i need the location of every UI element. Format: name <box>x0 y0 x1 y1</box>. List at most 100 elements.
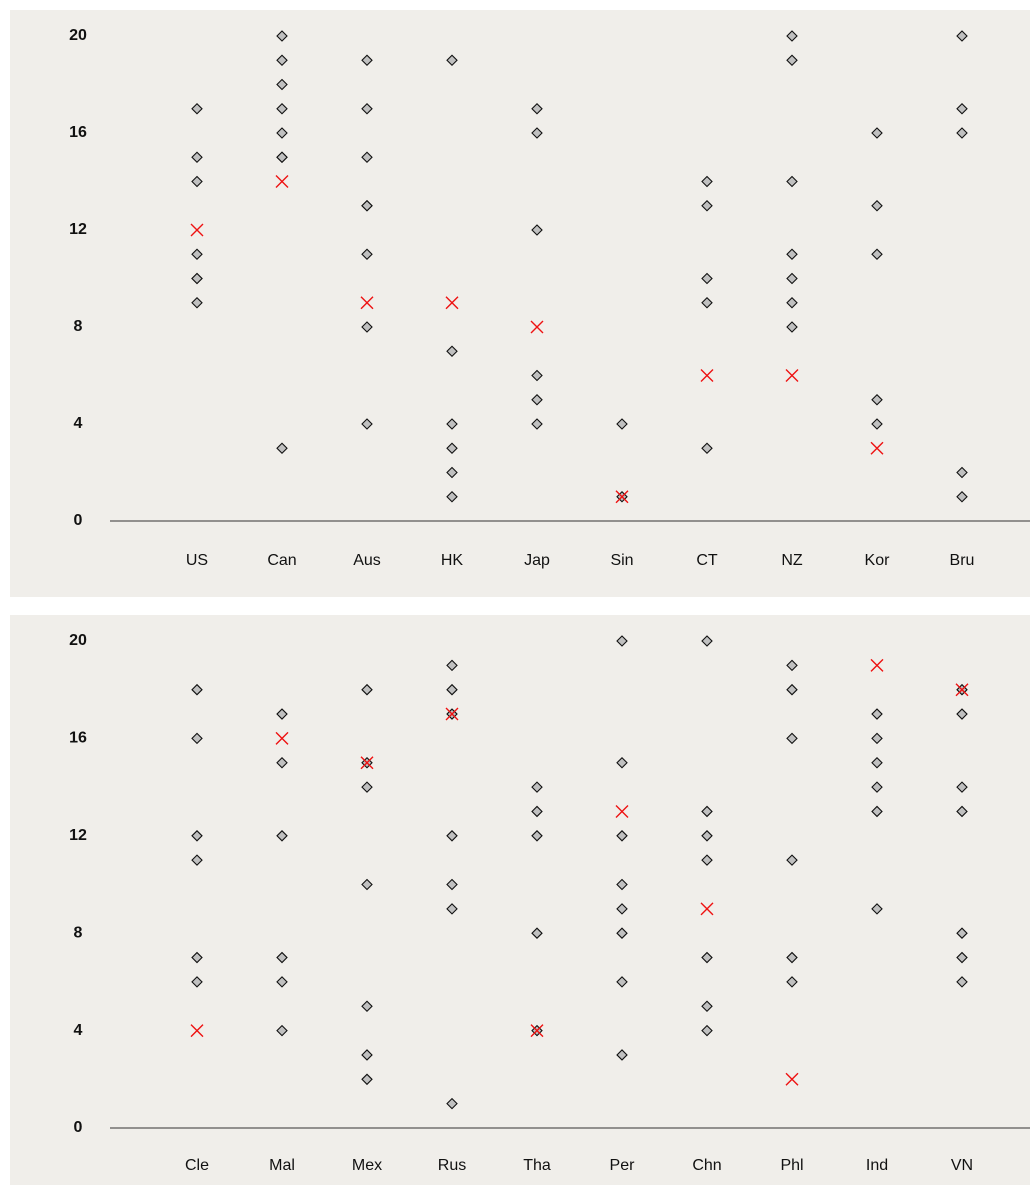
x-tick-label: CT <box>696 552 718 569</box>
x-tick-label: Kor <box>865 552 891 569</box>
point <box>446 830 458 842</box>
point <box>531 781 543 793</box>
point <box>616 418 628 430</box>
point <box>361 151 373 164</box>
x-tick-label: Sin <box>610 552 633 569</box>
x-tick-label: Phl <box>780 1157 803 1174</box>
point <box>191 951 203 964</box>
highlight-point <box>360 296 374 310</box>
highlight-point <box>445 296 459 310</box>
highlight-point <box>615 804 629 818</box>
highlight-point <box>615 490 629 504</box>
panel-background <box>10 10 1030 597</box>
highlight-point <box>870 658 884 672</box>
point <box>276 951 288 964</box>
point <box>276 78 288 91</box>
y-tick-label: 8 <box>74 318 83 335</box>
highlight-point <box>955 683 969 697</box>
point <box>446 878 458 891</box>
highlight-point <box>530 320 544 334</box>
point <box>276 830 288 842</box>
point <box>701 805 713 818</box>
point <box>956 781 968 793</box>
point <box>276 127 288 139</box>
point <box>616 830 628 842</box>
point <box>956 490 968 503</box>
point <box>276 976 288 988</box>
highlight-point <box>190 1024 204 1038</box>
point <box>531 830 543 842</box>
point <box>616 878 628 891</box>
point <box>616 976 628 988</box>
point <box>701 442 713 455</box>
point <box>956 708 968 720</box>
point <box>361 781 373 793</box>
highlight-point <box>190 223 204 237</box>
point <box>871 781 883 793</box>
x-tick-label: Ind <box>866 1157 888 1174</box>
point <box>786 854 798 866</box>
point <box>616 635 628 647</box>
y-tick-label: 4 <box>74 1022 83 1039</box>
point <box>786 296 798 309</box>
x-tick-label: Mex <box>352 1157 382 1174</box>
point <box>361 54 373 67</box>
point <box>361 102 373 115</box>
y-tick-label: 4 <box>74 415 83 432</box>
x-tick-label: Per <box>610 1157 636 1174</box>
point <box>786 272 798 285</box>
x-tick-label: HK <box>441 552 464 569</box>
point <box>531 927 543 939</box>
x-tick-label: US <box>186 552 208 569</box>
point <box>446 1097 458 1110</box>
x-tick-label: Cle <box>185 1157 209 1174</box>
point <box>276 756 288 769</box>
point <box>361 878 373 891</box>
point <box>276 102 288 115</box>
point <box>446 345 458 358</box>
point <box>531 224 543 236</box>
x-tick-label: Jap <box>524 552 550 569</box>
y-tick-label: 20 <box>69 632 87 649</box>
point <box>276 54 288 67</box>
y-tick-label: 16 <box>69 730 87 747</box>
point <box>871 903 883 915</box>
highlight-point <box>275 731 289 745</box>
point <box>786 659 798 672</box>
y-tick-label: 0 <box>74 1119 83 1136</box>
point <box>191 248 203 261</box>
point <box>701 830 713 842</box>
point <box>871 732 883 745</box>
point <box>446 442 458 455</box>
highlight-point <box>275 175 289 188</box>
point <box>446 418 458 430</box>
point <box>956 976 968 988</box>
point <box>191 296 203 309</box>
point <box>616 1049 628 1061</box>
highlight-point <box>445 707 459 721</box>
point <box>956 102 968 115</box>
point <box>191 732 203 745</box>
point <box>786 30 798 42</box>
point <box>786 683 798 696</box>
point <box>361 1000 373 1013</box>
point <box>446 659 458 672</box>
point <box>361 418 373 430</box>
x-tick-label: NZ <box>781 552 803 569</box>
point <box>871 418 883 430</box>
point <box>531 805 543 818</box>
point <box>531 102 543 115</box>
point <box>446 903 458 915</box>
point <box>276 442 288 455</box>
highlight-point <box>785 369 799 382</box>
point <box>191 175 203 188</box>
point <box>191 102 203 115</box>
point <box>786 54 798 67</box>
x-tick-label: Chn <box>692 1157 721 1174</box>
point <box>616 903 628 915</box>
point <box>786 951 798 964</box>
point <box>701 854 713 866</box>
point <box>361 321 373 333</box>
